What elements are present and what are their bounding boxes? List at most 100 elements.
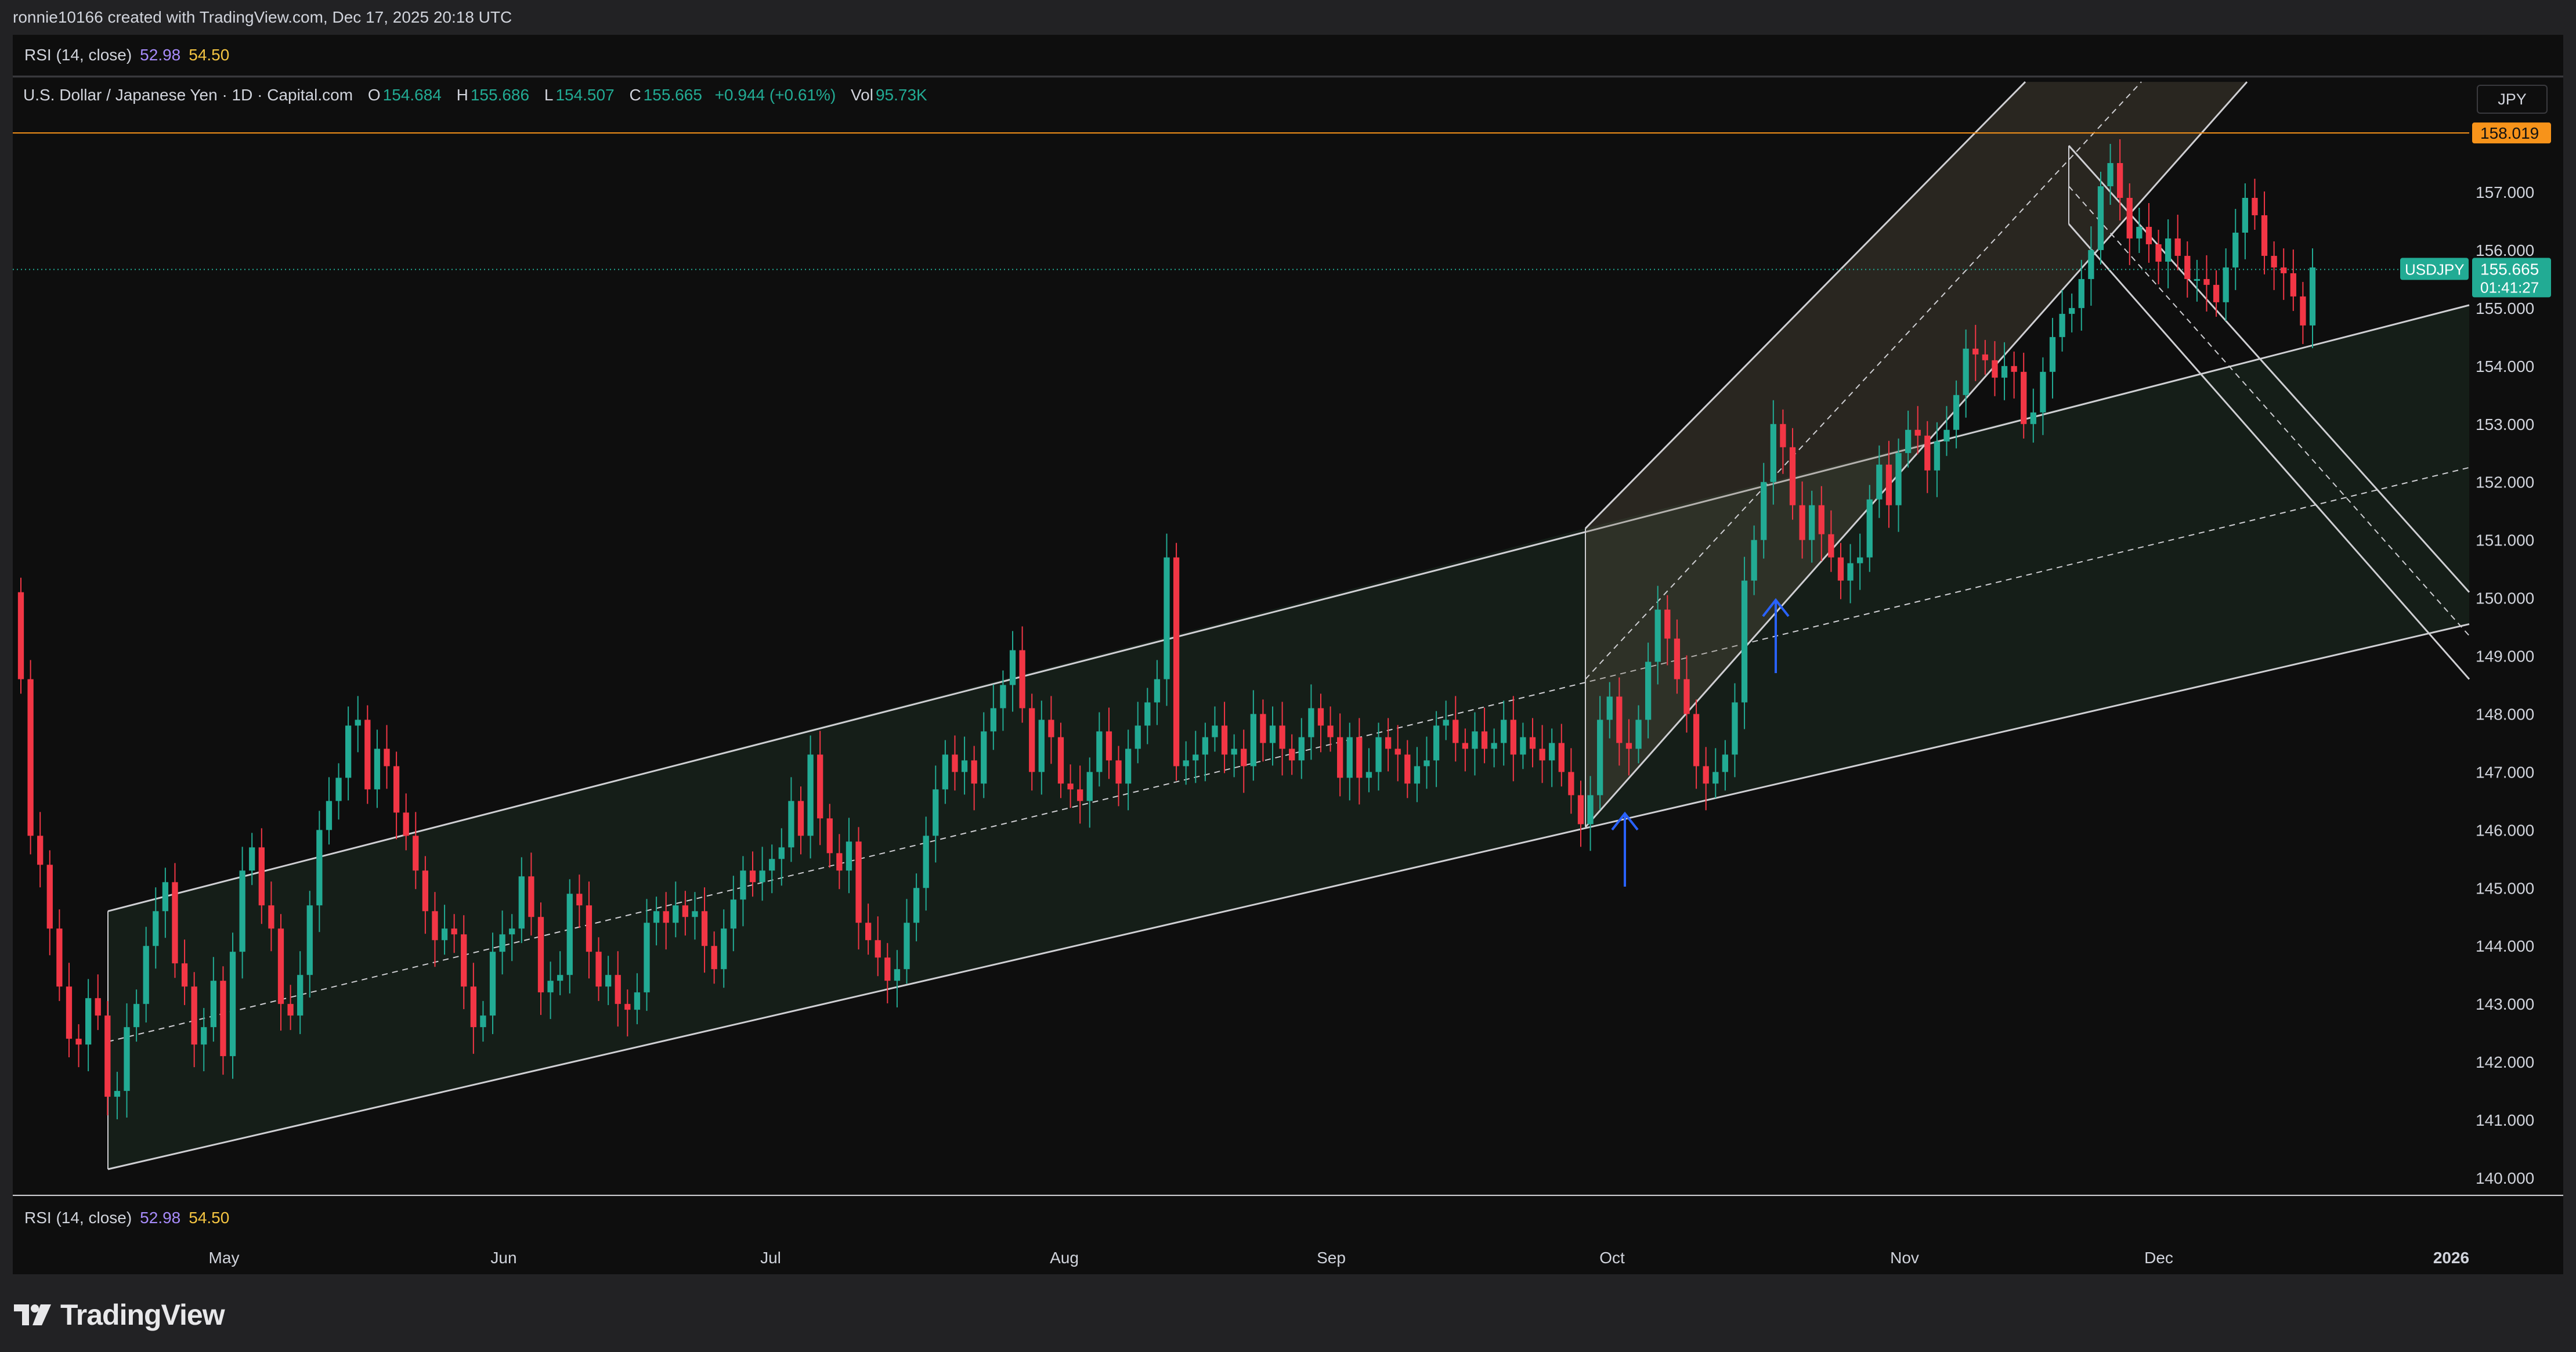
candle-body	[1722, 754, 1729, 772]
candle-body	[2223, 267, 2229, 302]
candle-body	[162, 882, 169, 912]
candle-body	[644, 923, 650, 993]
candle-body	[143, 946, 149, 1004]
candle-body	[451, 928, 457, 935]
candle-body	[884, 957, 891, 981]
main-channel-fill	[108, 305, 2469, 1170]
candle-body	[1876, 464, 1883, 500]
candle-body	[2049, 337, 2056, 372]
candle-body	[1943, 429, 1950, 442]
y-tick-label: 140.000	[2476, 1169, 2534, 1187]
candle-body	[1501, 720, 1507, 743]
rsi-pane-bottom[interactable]: RSI (14, close) 52.98 54.50	[13, 1196, 2563, 1239]
main-channel-median	[107, 467, 2470, 1043]
candle-body	[1453, 720, 1459, 743]
candle-body	[1866, 499, 1873, 558]
candle-body	[1164, 557, 1170, 679]
open-label: O	[367, 86, 381, 104]
candle-body	[1924, 435, 1931, 471]
y-tick-label: 147.000	[2476, 763, 2534, 781]
candle-body	[624, 1004, 631, 1010]
candle-body	[1520, 737, 1526, 755]
candle-body	[1115, 760, 1122, 784]
candle-body	[1712, 772, 1719, 784]
candle-body	[210, 981, 216, 1028]
candle-body	[875, 940, 881, 958]
candle-body	[797, 801, 804, 836]
volume-label: Vol	[851, 86, 873, 104]
x-tick-label: Dec	[2144, 1249, 2173, 1267]
symbol-badge-label: USDJPY	[2405, 261, 2465, 278]
candle-body	[2194, 279, 2201, 281]
candle-body	[1914, 429, 1921, 436]
candle-body	[1741, 580, 1748, 703]
candle-body	[201, 1027, 207, 1045]
candle-body	[1077, 789, 1083, 801]
symbol-title: U.S. Dollar / Japanese Yen · 1D · Capita…	[23, 86, 353, 104]
candle-body	[1019, 650, 1025, 708]
candle-body	[172, 882, 178, 964]
candle-body	[673, 905, 679, 923]
y-tick-label: 144.000	[2476, 937, 2534, 955]
candle-body	[191, 986, 197, 1045]
tradingview-brand[interactable]: TradingView	[14, 1297, 225, 1332]
candle-body	[2097, 186, 2104, 250]
candle-body	[1385, 737, 1392, 749]
candle-body	[788, 801, 794, 848]
y-tick-label: 155.000	[2476, 299, 2534, 317]
falling-channel-lower	[2068, 223, 2470, 680]
y-tick-label: 148.000	[2476, 705, 2534, 723]
candle-body	[1606, 696, 1613, 720]
candle-body	[904, 923, 910, 970]
candle-body	[1751, 540, 1757, 581]
countdown-label: 01:41:27	[2480, 279, 2539, 296]
rsi-label: RSI (14, close)	[24, 46, 132, 64]
x-tick-label: Oct	[1599, 1249, 1625, 1267]
attribution-text: ronnie10166 created with TradingView.com…	[13, 8, 512, 26]
candle-body	[432, 911, 438, 941]
candle-body	[66, 986, 73, 1039]
candle-body	[913, 888, 920, 923]
candle-body	[277, 928, 284, 1004]
main-channel-upper	[107, 304, 2470, 912]
rsi-pane-top[interactable]: RSI (14, close) 52.98 54.50	[13, 35, 2563, 75]
candle-body	[1732, 702, 1738, 755]
high-label: H	[456, 86, 468, 104]
candle-body	[393, 766, 400, 813]
candle-body	[384, 749, 390, 767]
candle-body	[489, 952, 496, 1016]
x-tick-label: 2026	[2433, 1249, 2469, 1267]
candle-body	[2011, 366, 2017, 372]
candle-body	[576, 894, 583, 906]
candle-body	[316, 830, 323, 906]
candle-body	[1125, 749, 1132, 784]
candle-body	[374, 749, 381, 790]
candle-body	[2136, 226, 2143, 238]
candle-body	[2001, 366, 2008, 378]
candle-body	[1645, 661, 1652, 720]
candle-body	[1250, 714, 1256, 767]
x-tick-label: May	[209, 1249, 240, 1267]
candle-body	[2281, 267, 2287, 273]
level-badge	[2472, 122, 2551, 144]
candle-body	[181, 963, 188, 987]
close-label: C	[629, 86, 641, 104]
candle-body	[2155, 244, 2162, 262]
candle-body	[1462, 743, 1469, 749]
candle-body	[971, 760, 977, 784]
candle-body	[37, 836, 44, 865]
candle-body	[1761, 482, 1767, 540]
candle-body	[95, 998, 101, 1016]
candle-body	[1356, 737, 1363, 778]
candle-body	[1086, 772, 1093, 801]
candle-body	[952, 754, 958, 772]
ohlc-legend: U.S. Dollar / Japanese Yen · 1D · Capita…	[23, 86, 927, 104]
steep-channel-upper	[1584, 81, 2026, 529]
candle-body	[749, 870, 756, 883]
currency-button[interactable]: JPY	[2477, 85, 2548, 114]
candle-body	[1597, 720, 1603, 796]
candle-body	[740, 870, 746, 900]
candle-body	[942, 754, 949, 790]
candle-body	[17, 592, 24, 679]
